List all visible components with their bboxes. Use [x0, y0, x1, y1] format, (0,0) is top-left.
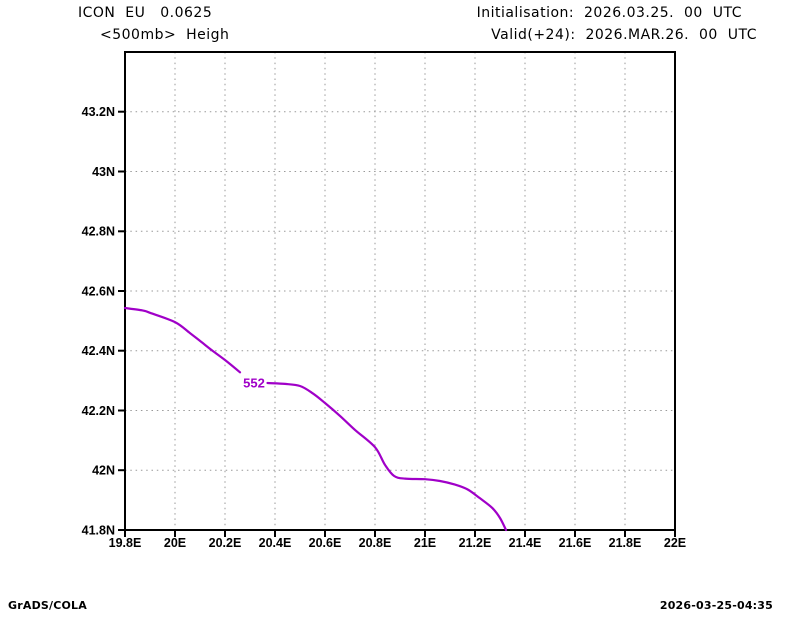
valid-time-label: Valid(+24): 2026.MAR.26. 00 UTC — [491, 27, 757, 43]
height-contour-552 — [123, 306, 508, 532]
y-tick-label: 43N — [92, 165, 115, 179]
x-tick-label: 20.4E — [259, 536, 292, 550]
contour-segment — [266, 381, 508, 532]
x-tick-label: 19.8E — [109, 536, 142, 550]
model-title: ICON EU 0.0625 — [78, 5, 213, 21]
x-tick-label: 21.2E — [459, 536, 492, 550]
axis-ticks — [118, 110, 676, 537]
grads-credit: GrADS/COLA — [8, 599, 87, 612]
y-tick-label: 41.8N — [82, 523, 115, 537]
contour-label-552: 552 — [243, 376, 265, 391]
x-tick-label: 22E — [664, 536, 686, 550]
creation-timestamp: 2026-03-25-04:35 — [659, 599, 773, 612]
x-tick-label: 20.6E — [309, 536, 342, 550]
x-tick-label: 20.8E — [359, 536, 392, 550]
x-tick-label: 21.8E — [609, 536, 642, 550]
x-axis-labels: 19.8E 20E 20.2E 20.4E 20.6E 20.8E 21E 21.2E 21.4… — [109, 536, 686, 550]
x-tick-label: 21E — [414, 536, 436, 550]
grid-lines — [125, 52, 675, 530]
y-axis-labels: 41.8N 42N 42.2N 42.4N 42.6N 42.8N 43N 43.2N — [82, 105, 115, 537]
y-tick-label: 43.2N — [82, 105, 115, 119]
y-tick-label: 42.4N — [82, 344, 115, 358]
x-tick-label: 20.2E — [209, 536, 242, 550]
y-tick-label: 42N — [92, 464, 115, 478]
y-tick-label: 42.6N — [82, 284, 115, 298]
y-tick-label: 42.8N — [82, 225, 115, 239]
x-tick-label: 20E — [164, 536, 186, 550]
contour-segment — [123, 306, 242, 374]
field-title: <500mb> Heigh — [100, 27, 230, 43]
init-time-label: Initialisation: 2026.03.25. 00 UTC — [476, 5, 742, 21]
x-tick-label: 21.4E — [509, 536, 542, 550]
plot-frame — [124, 51, 676, 531]
x-tick-label: 21.6E — [559, 536, 592, 550]
y-tick-label: 42.2N — [82, 404, 115, 418]
